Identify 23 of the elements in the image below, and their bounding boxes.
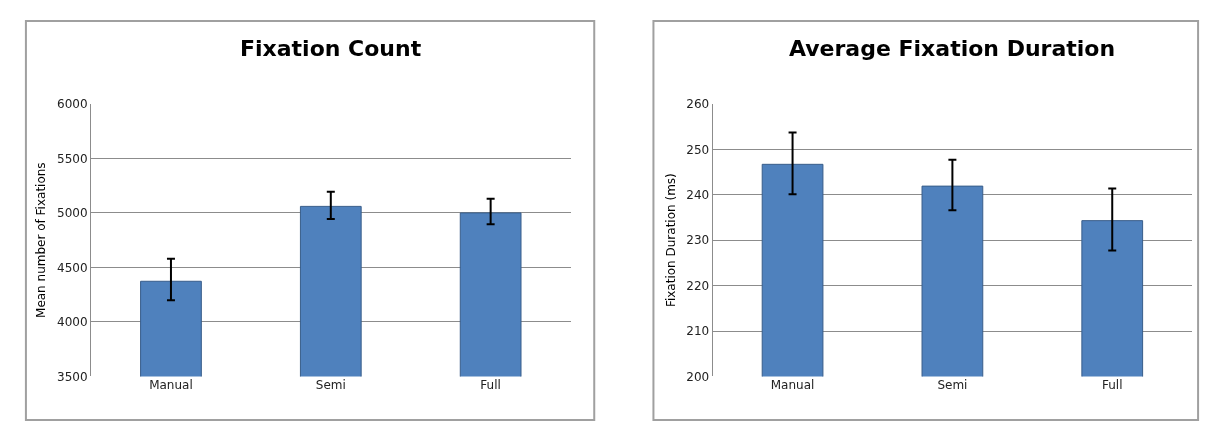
x-tick-label: Semi [315, 378, 346, 393]
chart-title: Fixation Count [240, 36, 422, 61]
y-tick-label: 240 [686, 187, 710, 202]
x-tick-label: Semi [937, 378, 968, 393]
y-tick-label: 200 [686, 369, 710, 384]
y-tick-label: 230 [686, 233, 710, 248]
y-tick-label: 3500 [57, 369, 88, 384]
x-tick-label: Manual [770, 378, 815, 393]
y-tick-label: 5500 [57, 151, 88, 166]
x-tick-label: Full [480, 378, 501, 393]
x-tick-label: Manual [149, 378, 193, 393]
x-tick-label: Full [1101, 378, 1123, 393]
y-tick-label: 4000 [57, 315, 88, 330]
y-tick-label: 250 [686, 142, 710, 157]
y-tick-label: 260 [686, 97, 710, 112]
y-axis-title: Mean number of Fixations [34, 162, 49, 318]
y-axis-title: Fixation Duration (ms) [663, 173, 678, 308]
y-tick-label: 6000 [57, 97, 88, 112]
y-tick-label: 5000 [57, 206, 88, 221]
y-tick-label: 220 [686, 278, 710, 293]
y-tick-label: 4500 [57, 260, 88, 275]
chart-title: Average Fixation Duration [789, 36, 1116, 61]
y-tick-label: 210 [686, 324, 710, 339]
